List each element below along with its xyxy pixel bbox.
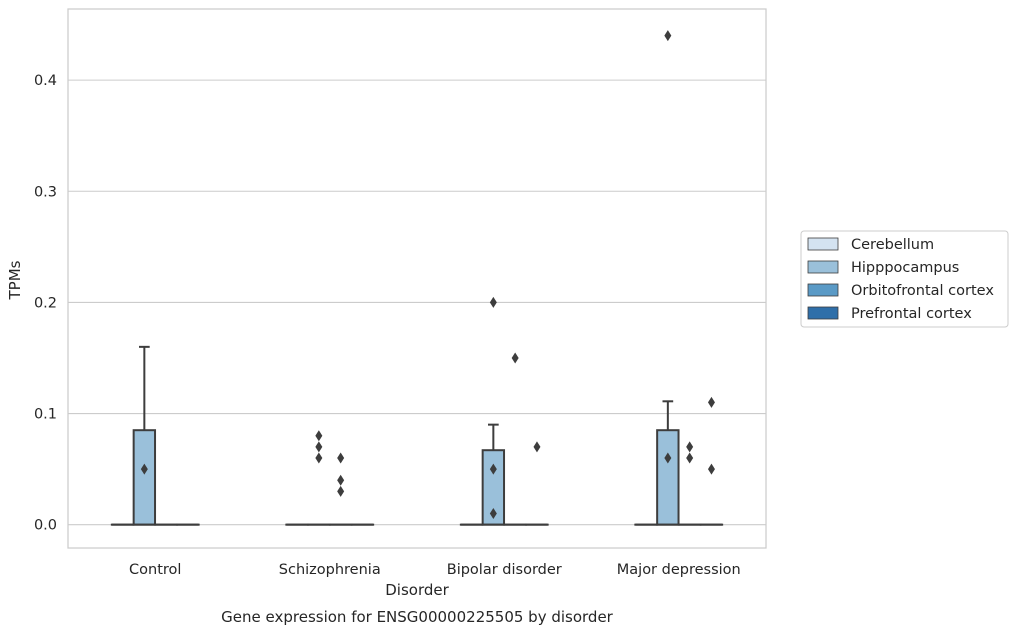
x-tick-label: Schizophrenia xyxy=(279,562,381,578)
y-tick-label: 0.3 xyxy=(34,184,57,200)
box-2-1 xyxy=(481,296,506,526)
y-tick-label: 0.1 xyxy=(34,407,57,423)
outlier-point xyxy=(686,441,694,453)
y-tick-label: 0.0 xyxy=(34,518,57,534)
legend-swatch xyxy=(807,260,839,274)
legend-label: Orbitofrontal cortex xyxy=(851,283,994,299)
chart-title: Gene expression for ENSG00000225505 by d… xyxy=(221,608,614,626)
box-rect xyxy=(656,429,680,526)
plot-frame xyxy=(67,8,767,549)
outlier-point xyxy=(664,452,672,464)
box-1-2 xyxy=(328,452,353,526)
box-0-1 xyxy=(132,345,157,526)
legend-frame xyxy=(800,230,1009,328)
x-axis-label: Disorder xyxy=(385,581,449,599)
legend-items: Cerebellum Hipppocampus Orbitofrontal cort… xyxy=(807,237,994,322)
box-3-2 xyxy=(677,441,702,526)
x-tick-label: Control xyxy=(129,562,181,578)
legend-swatch xyxy=(807,283,839,297)
outlier-point xyxy=(140,463,148,475)
outlier-point xyxy=(489,296,497,308)
y-tick-label: 0.2 xyxy=(34,295,57,311)
outlier-point xyxy=(489,508,497,520)
outlier-point xyxy=(511,352,519,364)
outlier-point xyxy=(707,463,715,475)
outlier-point xyxy=(337,452,345,464)
outlier-point xyxy=(315,452,323,464)
box-3-3 xyxy=(699,396,724,526)
outlier-point xyxy=(489,463,497,475)
y-tick-labels: 0.0 0.1 0.2 0.3 0.4 xyxy=(34,73,57,534)
outlier-point xyxy=(315,441,323,453)
legend-label: Hipppocampus xyxy=(851,260,959,276)
outlier-point xyxy=(664,30,672,42)
box-3-1 xyxy=(656,30,680,526)
legend: Cerebellum Hipppocampus Orbitofrontal cort… xyxy=(800,230,1009,328)
x-tick-label: Major depression xyxy=(617,562,741,578)
box-layer xyxy=(110,30,724,526)
x-tick-labels: Control Schizophrenia Bipolar disorder Majo… xyxy=(129,562,741,578)
y-tick-label: 0.4 xyxy=(34,73,57,89)
legend-swatch xyxy=(807,237,839,251)
outlier-point xyxy=(315,430,323,442)
box-1-1 xyxy=(307,430,331,526)
x-tick-label: Bipolar disorder xyxy=(447,562,562,578)
legend-swatch xyxy=(807,306,839,320)
outlier-point xyxy=(337,474,345,486)
box-2-3 xyxy=(525,441,549,526)
outlier-point xyxy=(707,396,715,408)
outlier-point xyxy=(533,441,541,453)
box-rect xyxy=(132,429,157,526)
legend-label: Prefrontal cortex xyxy=(851,306,972,322)
y-axis-label: TPMs xyxy=(6,260,24,300)
box-2-2 xyxy=(503,352,527,526)
legend-label: Cerebellum xyxy=(851,237,934,253)
outlier-point xyxy=(337,485,345,497)
outlier-point xyxy=(686,452,694,464)
